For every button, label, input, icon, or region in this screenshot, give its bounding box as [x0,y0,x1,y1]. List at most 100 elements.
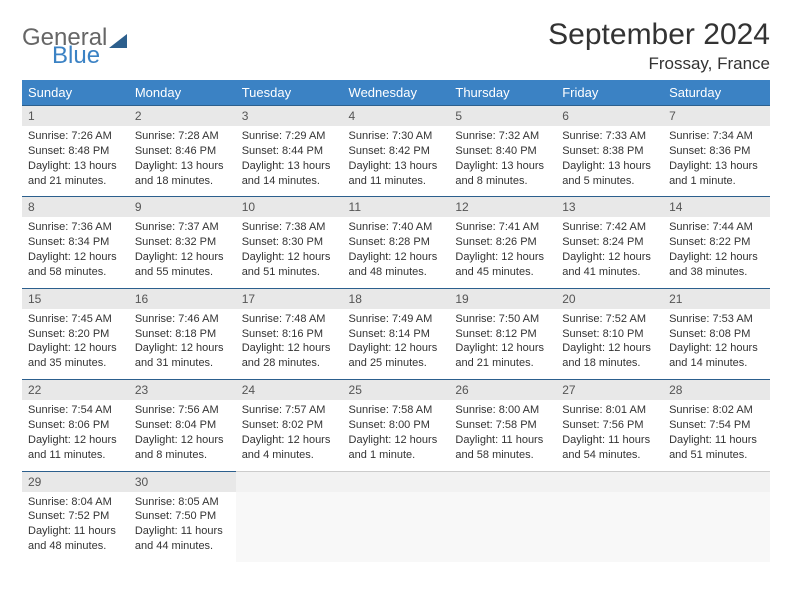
daylight-text-2: and 31 minutes. [135,356,230,371]
calendar-table: Sunday Monday Tuesday Wednesday Thursday… [22,80,770,105]
day-number: 20 [556,288,663,309]
day-cell: Sunrise: 7:30 AMSunset: 8:42 PMDaylight:… [343,126,450,197]
sunrise-text: Sunrise: 7:41 AM [455,220,550,235]
day-number [449,471,556,492]
sunset-text: Sunset: 8:28 PM [349,235,444,250]
daylight-text-1: Daylight: 12 hours [242,250,337,265]
weekday-header: Saturday [663,80,770,105]
daylight-text-1: Daylight: 12 hours [562,341,657,356]
day-number: 16 [129,288,236,309]
sunset-text: Sunset: 8:02 PM [242,418,337,433]
day-number: 3 [236,106,343,127]
day-cell: Sunrise: 7:53 AMSunset: 8:08 PMDaylight:… [663,309,770,380]
sunset-text: Sunset: 8:24 PM [562,235,657,250]
day-number: 27 [556,380,663,401]
sunset-text: Sunset: 8:26 PM [455,235,550,250]
weekday-header: Thursday [449,80,556,105]
sunrise-text: Sunrise: 7:30 AM [349,129,444,144]
day-cell: Sunrise: 7:58 AMSunset: 8:00 PMDaylight:… [343,400,450,471]
daylight-text-1: Daylight: 11 hours [135,524,230,539]
day-cell: Sunrise: 7:40 AMSunset: 8:28 PMDaylight:… [343,217,450,288]
sunset-text: Sunset: 8:16 PM [242,327,337,342]
day-cell: Sunrise: 8:01 AMSunset: 7:56 PMDaylight:… [556,400,663,471]
daylight-text-2: and 45 minutes. [455,265,550,280]
daylight-text-1: Daylight: 13 hours [242,159,337,174]
day-cell [663,492,770,562]
sunset-text: Sunset: 8:08 PM [669,327,764,342]
day-number: 22 [22,380,129,401]
sunset-text: Sunset: 8:12 PM [455,327,550,342]
sunrise-text: Sunrise: 7:42 AM [562,220,657,235]
sunrise-text: Sunrise: 8:01 AM [562,403,657,418]
day-cell [556,492,663,562]
weekday-header: Tuesday [236,80,343,105]
day-cell: Sunrise: 7:34 AMSunset: 8:36 PMDaylight:… [663,126,770,197]
daylight-text-2: and 51 minutes. [669,448,764,463]
day-cell: Sunrise: 7:28 AMSunset: 8:46 PMDaylight:… [129,126,236,197]
sunset-text: Sunset: 8:32 PM [135,235,230,250]
day-number: 29 [22,471,129,492]
day-number: 24 [236,380,343,401]
day-content-row: Sunrise: 7:45 AMSunset: 8:20 PMDaylight:… [22,309,770,380]
daylight-text-1: Daylight: 12 hours [349,433,444,448]
sunrise-text: Sunrise: 8:05 AM [135,495,230,510]
daylight-text-1: Daylight: 11 hours [455,433,550,448]
daylight-text-2: and 8 minutes. [455,174,550,189]
daylight-text-2: and 41 minutes. [562,265,657,280]
daylight-text-1: Daylight: 13 hours [135,159,230,174]
daylight-text-2: and 38 minutes. [669,265,764,280]
day-cell: Sunrise: 7:44 AMSunset: 8:22 PMDaylight:… [663,217,770,288]
daylight-text-1: Daylight: 11 hours [562,433,657,448]
daylight-text-2: and 18 minutes. [135,174,230,189]
sunset-text: Sunset: 7:56 PM [562,418,657,433]
daylight-text-1: Daylight: 13 hours [455,159,550,174]
sunrise-text: Sunrise: 7:57 AM [242,403,337,418]
weekday-header: Sunday [22,80,129,105]
daylight-text-1: Daylight: 12 hours [669,341,764,356]
daylight-text-1: Daylight: 13 hours [562,159,657,174]
day-cell: Sunrise: 8:00 AMSunset: 7:58 PMDaylight:… [449,400,556,471]
day-cell: Sunrise: 7:46 AMSunset: 8:18 PMDaylight:… [129,309,236,380]
day-number: 12 [449,197,556,218]
day-number: 25 [343,380,450,401]
day-number: 5 [449,106,556,127]
daylight-text-1: Daylight: 11 hours [669,433,764,448]
daylight-text-2: and 35 minutes. [28,356,123,371]
calendar-body: 1234567Sunrise: 7:26 AMSunset: 8:48 PMDa… [22,105,770,562]
daylight-text-1: Daylight: 12 hours [349,250,444,265]
location: Frossay, France [548,54,770,74]
daylight-text-1: Daylight: 12 hours [455,341,550,356]
sunrise-text: Sunrise: 7:36 AM [28,220,123,235]
daylight-text-1: Daylight: 12 hours [135,341,230,356]
sunset-text: Sunset: 8:46 PM [135,144,230,159]
sunrise-text: Sunrise: 7:56 AM [135,403,230,418]
daylight-text-2: and 1 minute. [349,448,444,463]
day-number [236,471,343,492]
day-number: 28 [663,380,770,401]
day-number: 6 [556,106,663,127]
day-number: 17 [236,288,343,309]
day-cell: Sunrise: 8:05 AMSunset: 7:50 PMDaylight:… [129,492,236,562]
day-number: 15 [22,288,129,309]
day-cell: Sunrise: 7:29 AMSunset: 8:44 PMDaylight:… [236,126,343,197]
sunrise-text: Sunrise: 7:37 AM [135,220,230,235]
sunset-text: Sunset: 8:14 PM [349,327,444,342]
daylight-text-2: and 8 minutes. [135,448,230,463]
sunset-text: Sunset: 8:20 PM [28,327,123,342]
daylight-text-2: and 18 minutes. [562,356,657,371]
brand-logo: General Blue [22,18,127,68]
day-cell: Sunrise: 7:52 AMSunset: 8:10 PMDaylight:… [556,309,663,380]
day-cell: Sunrise: 7:45 AMSunset: 8:20 PMDaylight:… [22,309,129,380]
day-number: 2 [129,106,236,127]
daylight-text-1: Daylight: 12 hours [135,433,230,448]
sunset-text: Sunset: 8:22 PM [669,235,764,250]
sunrise-text: Sunrise: 8:04 AM [28,495,123,510]
sunset-text: Sunset: 8:10 PM [562,327,657,342]
daylight-text-1: Daylight: 12 hours [455,250,550,265]
day-number: 14 [663,197,770,218]
day-number: 21 [663,288,770,309]
day-cell: Sunrise: 7:57 AMSunset: 8:02 PMDaylight:… [236,400,343,471]
day-number [556,471,663,492]
day-cell: Sunrise: 8:04 AMSunset: 7:52 PMDaylight:… [22,492,129,562]
sunset-text: Sunset: 7:50 PM [135,509,230,524]
